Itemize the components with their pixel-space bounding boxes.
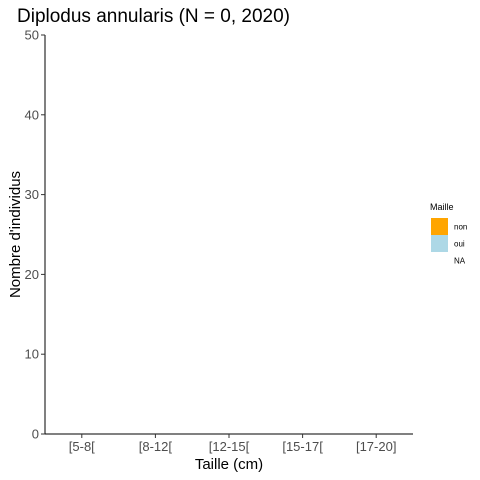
y-tick-label: 50 [25, 28, 39, 43]
chart-title: Diplodus annularis (N = 0, 2020) [17, 6, 290, 27]
legend-entries: non oui NA [431, 218, 467, 266]
x-tick-label: [17-20] [356, 439, 396, 454]
x-ticks: [5-8[ [8-12[ [12-15[ [15-17[ [17-20] [69, 434, 396, 454]
legend-title: Maille [430, 202, 454, 212]
legend-label-NA: NA [454, 257, 466, 266]
y-tick-label: 10 [25, 347, 39, 362]
x-tick-label: [5-8[ [69, 439, 95, 454]
legend: Maille non oui NA [430, 202, 467, 266]
plot-area: 0 10 20 30 40 50 [5-8[ [8-12[ [12-15[ [15-17[ [17… [25, 28, 413, 454]
legend-swatch-non [431, 218, 448, 235]
x-axis-title: Taille (cm) [195, 456, 263, 473]
y-ticks: 0 10 20 30 40 50 [25, 28, 45, 442]
legend-swatch-oui [431, 235, 448, 252]
y-tick-label: 0 [32, 427, 39, 442]
y-tick-label: 30 [25, 187, 39, 202]
y-tick-label: 20 [25, 267, 39, 282]
x-tick-label: [8-12[ [139, 439, 173, 454]
x-tick-label: [12-15[ [209, 439, 250, 454]
x-tick-label: [15-17[ [282, 439, 323, 454]
legend-label-oui: oui [454, 240, 465, 249]
legend-label-non: non [454, 223, 467, 232]
y-tick-label: 40 [25, 107, 39, 122]
y-axis-title: Nombre d'individus [7, 171, 24, 298]
